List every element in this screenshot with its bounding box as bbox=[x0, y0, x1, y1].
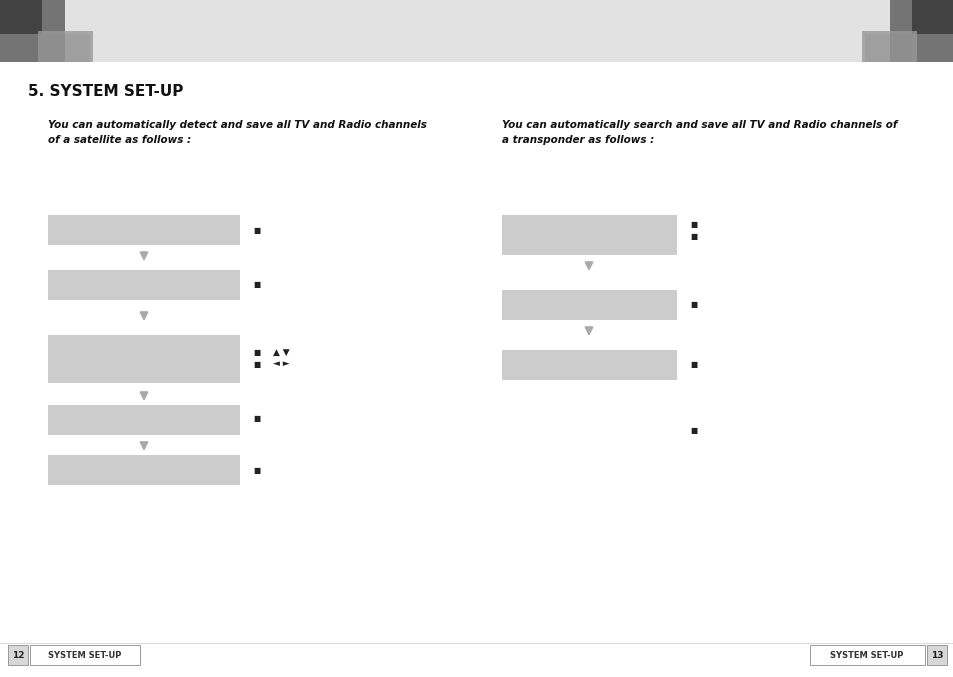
Text: ■: ■ bbox=[689, 232, 697, 242]
Bar bbox=[862, 31, 916, 62]
Bar bbox=[48, 335, 240, 383]
Text: SYSTEM SET-UP: SYSTEM SET-UP bbox=[829, 651, 902, 659]
Bar bbox=[30, 645, 140, 665]
Text: ■: ■ bbox=[253, 466, 260, 475]
Text: ■: ■ bbox=[253, 414, 260, 424]
Bar bbox=[38, 34, 90, 62]
Text: 5. SYSTEM SET-UP: 5. SYSTEM SET-UP bbox=[28, 84, 183, 99]
Bar bbox=[0, 0, 953, 62]
Bar bbox=[501, 215, 677, 255]
Text: SYSTEM SET-UP: SYSTEM SET-UP bbox=[49, 651, 122, 659]
Bar bbox=[926, 645, 946, 665]
Text: 12: 12 bbox=[11, 651, 24, 659]
Bar bbox=[48, 455, 240, 485]
Bar bbox=[889, 0, 953, 62]
Text: ■: ■ bbox=[689, 426, 697, 435]
Bar bbox=[911, 0, 953, 34]
Bar bbox=[501, 290, 677, 320]
Text: ◄ ►: ◄ ► bbox=[273, 359, 290, 368]
Text: 13: 13 bbox=[930, 651, 943, 659]
Text: ■: ■ bbox=[253, 359, 260, 368]
Text: ■: ■ bbox=[253, 347, 260, 357]
Text: ■: ■ bbox=[689, 360, 697, 370]
Text: ▲ ▼: ▲ ▼ bbox=[273, 347, 290, 357]
Text: ■: ■ bbox=[689, 301, 697, 309]
Text: ■: ■ bbox=[253, 225, 260, 234]
Bar bbox=[0, 0, 42, 34]
Text: ■: ■ bbox=[689, 221, 697, 230]
Text: You can automatically detect and save all TV and Radio channels
of a satellite a: You can automatically detect and save al… bbox=[48, 120, 426, 145]
Bar bbox=[864, 34, 911, 62]
Bar bbox=[0, 0, 65, 62]
Bar bbox=[38, 31, 92, 62]
Bar bbox=[48, 215, 240, 245]
Bar bbox=[48, 405, 240, 435]
Bar bbox=[48, 270, 240, 300]
Text: You can automatically search and save all TV and Radio channels of
a transponder: You can automatically search and save al… bbox=[501, 120, 897, 145]
Bar bbox=[501, 350, 677, 380]
Bar bbox=[8, 645, 28, 665]
Text: ■: ■ bbox=[253, 280, 260, 290]
Bar bbox=[809, 645, 924, 665]
